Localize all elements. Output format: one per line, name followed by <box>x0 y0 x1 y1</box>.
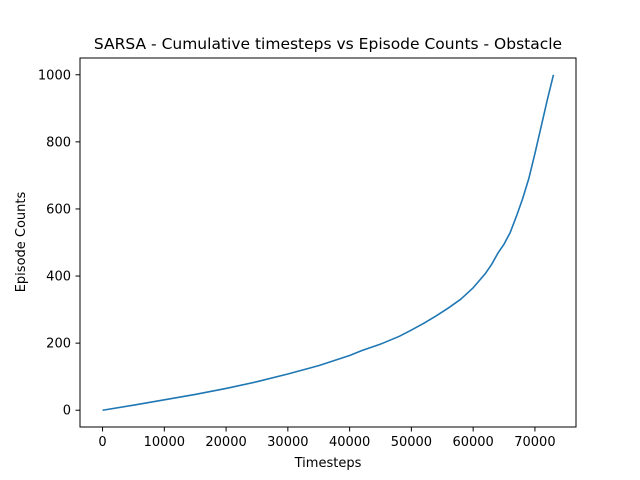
y-tick-label: 0 <box>63 404 71 419</box>
plot-area: 0 10000 20000 30000 40000 50000 60000 70000 0 200… <box>38 68 556 450</box>
x-tick-label: 0 <box>98 435 106 450</box>
series-line <box>102 74 555 412</box>
y-tick-label: 1000 <box>38 68 71 83</box>
x-axis-label: Timesteps <box>294 456 362 471</box>
chart-title: SARSA - Cumulative timesteps vs Episode … <box>94 35 562 53</box>
x-tick-label: 20000 <box>205 435 246 450</box>
x-tick-label: 50000 <box>391 435 432 450</box>
x-tick-label: 60000 <box>452 435 493 450</box>
x-tick-label: 30000 <box>267 435 308 450</box>
y-tick-label: 800 <box>46 135 71 150</box>
y-tick-label: 400 <box>46 270 71 285</box>
y-axis-label: Episode Counts <box>14 191 29 292</box>
x-tick-label: 10000 <box>144 435 185 450</box>
x-tick-label: 70000 <box>514 435 555 450</box>
y-tick-label: 600 <box>46 202 71 217</box>
axes-frame <box>79 57 577 428</box>
y-tick-label: 200 <box>46 337 71 352</box>
x-tick-label: 40000 <box>329 435 370 450</box>
